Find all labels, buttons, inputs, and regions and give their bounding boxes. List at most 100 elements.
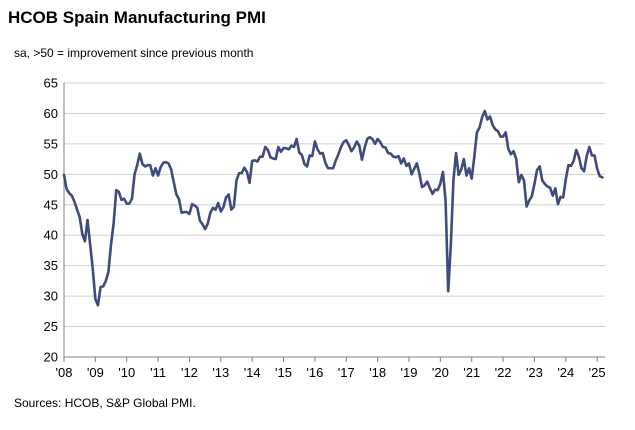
data-point (570, 165, 572, 167)
y-tick-label: 40 (44, 228, 58, 243)
gridlines (64, 82, 605, 358)
data-point (340, 146, 342, 148)
data-point (562, 196, 564, 199)
data-point (136, 164, 138, 166)
data-point (126, 202, 128, 205)
x-tick-label: '18 (369, 365, 386, 380)
data-point (531, 195, 533, 197)
data-point (337, 153, 340, 155)
data-point (343, 141, 345, 143)
data-point (243, 167, 245, 169)
data-point (267, 149, 269, 151)
data-point (539, 165, 541, 168)
data-point (118, 191, 120, 193)
data-point (541, 179, 543, 182)
data-point (99, 286, 102, 288)
data-point (460, 168, 462, 171)
data-point (97, 304, 99, 306)
chart-title: HCOB Spain Manufacturing PMI (8, 8, 266, 27)
data-point (149, 164, 151, 166)
data-point (63, 174, 65, 176)
data-point (588, 146, 590, 148)
data-point (400, 162, 402, 164)
data-point (426, 181, 428, 183)
data-point (196, 207, 198, 209)
data-point (277, 146, 279, 148)
data-point (230, 209, 232, 211)
data-point (222, 206, 225, 208)
x-tick-label: '14 (244, 365, 261, 380)
data-point (89, 243, 91, 245)
data-point (520, 174, 522, 176)
data-point (596, 168, 598, 170)
data-point (73, 201, 76, 203)
data-point (220, 210, 222, 213)
x-tick-label: '25 (589, 365, 606, 380)
data-point (478, 126, 481, 129)
y-tick-label: 60 (44, 106, 58, 121)
data-point (173, 181, 175, 183)
data-point (444, 199, 447, 202)
data-point (225, 196, 227, 199)
data-point (280, 151, 282, 153)
data-point (575, 149, 577, 151)
data-point (424, 184, 426, 186)
data-point (288, 148, 290, 150)
x-tick-label: '23 (526, 365, 543, 380)
data-point (567, 164, 570, 166)
data-point (259, 156, 261, 158)
data-point (92, 268, 94, 270)
data-point (437, 189, 439, 191)
data-point (167, 162, 170, 164)
data-point (282, 147, 285, 149)
y-tick-label: 20 (44, 350, 58, 365)
series-layer (62, 109, 604, 307)
data-point (84, 240, 86, 242)
data-point (416, 162, 418, 164)
data-point (262, 156, 264, 158)
data-point (421, 186, 423, 188)
data-point (405, 165, 407, 167)
data-point (235, 179, 238, 182)
data-point (442, 171, 444, 173)
data-point (154, 167, 157, 169)
data-point (395, 156, 397, 158)
chart-subtitle: sa, >50 = improvement since previous mon… (14, 46, 254, 60)
data-point (322, 152, 324, 154)
data-point (201, 223, 204, 225)
data-point (408, 162, 410, 164)
data-point (599, 175, 601, 177)
data-point (374, 143, 376, 145)
data-point (505, 131, 507, 133)
data-point (494, 128, 496, 130)
data-point (557, 203, 559, 205)
data-point (123, 198, 125, 200)
data-point (160, 166, 162, 168)
data-point (332, 167, 334, 169)
data-point (528, 199, 530, 202)
data-point (102, 285, 104, 287)
data-point (583, 170, 585, 172)
data-point (316, 148, 319, 150)
data-point (510, 153, 512, 155)
x-tick-label: '22 (495, 365, 512, 380)
data-point (499, 135, 502, 138)
data-point (573, 160, 575, 162)
data-point (309, 154, 311, 157)
data-point (439, 182, 441, 185)
data-point (507, 148, 509, 150)
data-point (296, 138, 298, 140)
data-point (110, 243, 112, 245)
data-point (207, 223, 209, 225)
data-point (358, 145, 360, 147)
x-tick-label: '16 (306, 365, 323, 380)
x-tick-label: '24 (557, 365, 574, 380)
data-point (377, 138, 379, 140)
data-point (303, 163, 306, 165)
data-point (162, 162, 164, 164)
data-point (329, 167, 332, 169)
axes (63, 83, 605, 358)
x-tick-label: '08 (56, 365, 73, 380)
data-point (434, 188, 436, 191)
x-tick-label: '19 (401, 365, 418, 380)
